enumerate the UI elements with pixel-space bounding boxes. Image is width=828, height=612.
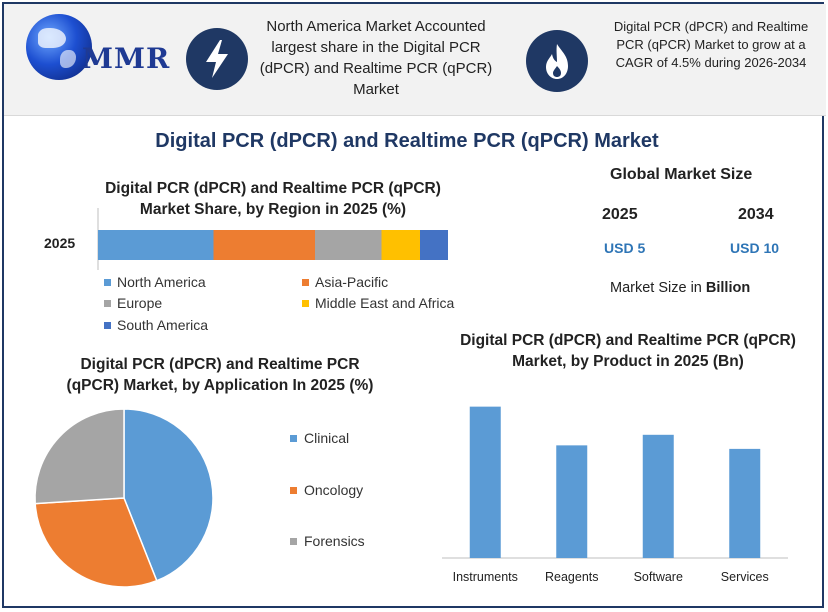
region-bar-segment-europe bbox=[315, 230, 382, 260]
product-chart-title: Digital PCR (dPCR) and Realtime PCR (qPC… bbox=[460, 332, 796, 370]
product-bar-services bbox=[729, 448, 761, 558]
product-category-label: Services bbox=[720, 570, 769, 584]
application-chart-title: Digital PCR (dPCR) and Realtime PCR (qPC… bbox=[66, 356, 374, 394]
legend-europe: Europe bbox=[104, 295, 162, 311]
pie-slice-oncology bbox=[34, 497, 158, 588]
legend-swatch bbox=[104, 278, 111, 286]
legend-label: South America bbox=[117, 317, 209, 333]
pie-slice-clinical bbox=[123, 408, 214, 582]
legend-swatch bbox=[290, 486, 297, 494]
legend-label: Middle East and Africa bbox=[315, 295, 455, 311]
region-bar-segment-north-america bbox=[98, 230, 214, 260]
region-bar-year-label: 2025 bbox=[44, 235, 76, 251]
legend-label: Clinical bbox=[304, 430, 350, 446]
product-bar-software bbox=[642, 434, 674, 558]
legend-swatch bbox=[290, 537, 297, 545]
legend-swatch bbox=[290, 434, 297, 442]
global-market-value-2034: USD 10 bbox=[730, 240, 780, 256]
product-bar-reagents bbox=[556, 445, 588, 558]
legend-south-america: South America bbox=[104, 317, 208, 333]
legend-swatch bbox=[104, 299, 111, 307]
legend-swatch bbox=[302, 278, 309, 286]
legend-swatch bbox=[104, 321, 111, 329]
mmr-logo: MMR bbox=[26, 14, 176, 94]
global-market-year-2034: 2034 bbox=[738, 206, 774, 223]
product-bar-instruments bbox=[469, 406, 501, 558]
globe-icon bbox=[26, 14, 92, 80]
flame-icon bbox=[526, 30, 588, 92]
product-bar-chart bbox=[442, 406, 788, 559]
global-market-title: Global Market Size bbox=[610, 166, 753, 183]
global-market-year-2025: 2025 bbox=[602, 206, 638, 223]
region-bar-segment-asia-pacific bbox=[213, 230, 315, 260]
global-market-value-2025: USD 5 bbox=[604, 240, 646, 256]
legend-swatch bbox=[302, 299, 309, 307]
legend-label: Oncology bbox=[304, 482, 364, 498]
callout-cagr: Digital PCR (dPCR) and Realtime PCR (qPC… bbox=[613, 19, 809, 70]
pie-legend-forensics: Forensics bbox=[290, 533, 365, 549]
legend-label: North America bbox=[117, 274, 206, 290]
legend-label: Europe bbox=[117, 295, 163, 311]
product-category-label: Reagents bbox=[544, 570, 599, 584]
unit-note-prefix: Market Size in bbox=[610, 280, 706, 296]
legend-north-america: North America bbox=[104, 274, 206, 290]
unit-note-bold: Billion bbox=[705, 280, 751, 296]
pie-slice-forensics bbox=[34, 408, 125, 505]
callout-north-america: North America Market Accounted largest s… bbox=[259, 18, 493, 98]
logo-text: MMR bbox=[82, 42, 171, 75]
region-chart-title: Digital PCR (dPCR) and Realtime PCR (qPC… bbox=[105, 180, 441, 218]
lightning-icon bbox=[186, 28, 248, 90]
product-category-label: Software bbox=[633, 570, 683, 584]
legend-asia-pacific: Asia-Pacific bbox=[302, 274, 388, 290]
pie-legend-oncology: Oncology bbox=[290, 482, 363, 498]
region-stacked-bar bbox=[97, 208, 448, 270]
legend-label: Asia-Pacific bbox=[315, 274, 389, 290]
global-market-unit-note: Market Size in Billion bbox=[610, 280, 750, 296]
product-category-label: Instruments bbox=[452, 570, 518, 584]
legend-label: Forensics bbox=[304, 533, 365, 549]
region-bar-segment-middle-east-and-africa bbox=[381, 230, 420, 260]
region-bar-segment-south-america bbox=[420, 230, 448, 260]
main-title: Digital PCR (dPCR) and Realtime PCR (qPC… bbox=[155, 130, 659, 152]
header-banner: MMR North America Market Accounted large… bbox=[4, 4, 826, 116]
legend-middle-east-africa: Middle East and Africa bbox=[302, 295, 454, 311]
pie-legend-clinical: Clinical bbox=[290, 430, 349, 446]
application-pie-chart bbox=[34, 408, 214, 588]
